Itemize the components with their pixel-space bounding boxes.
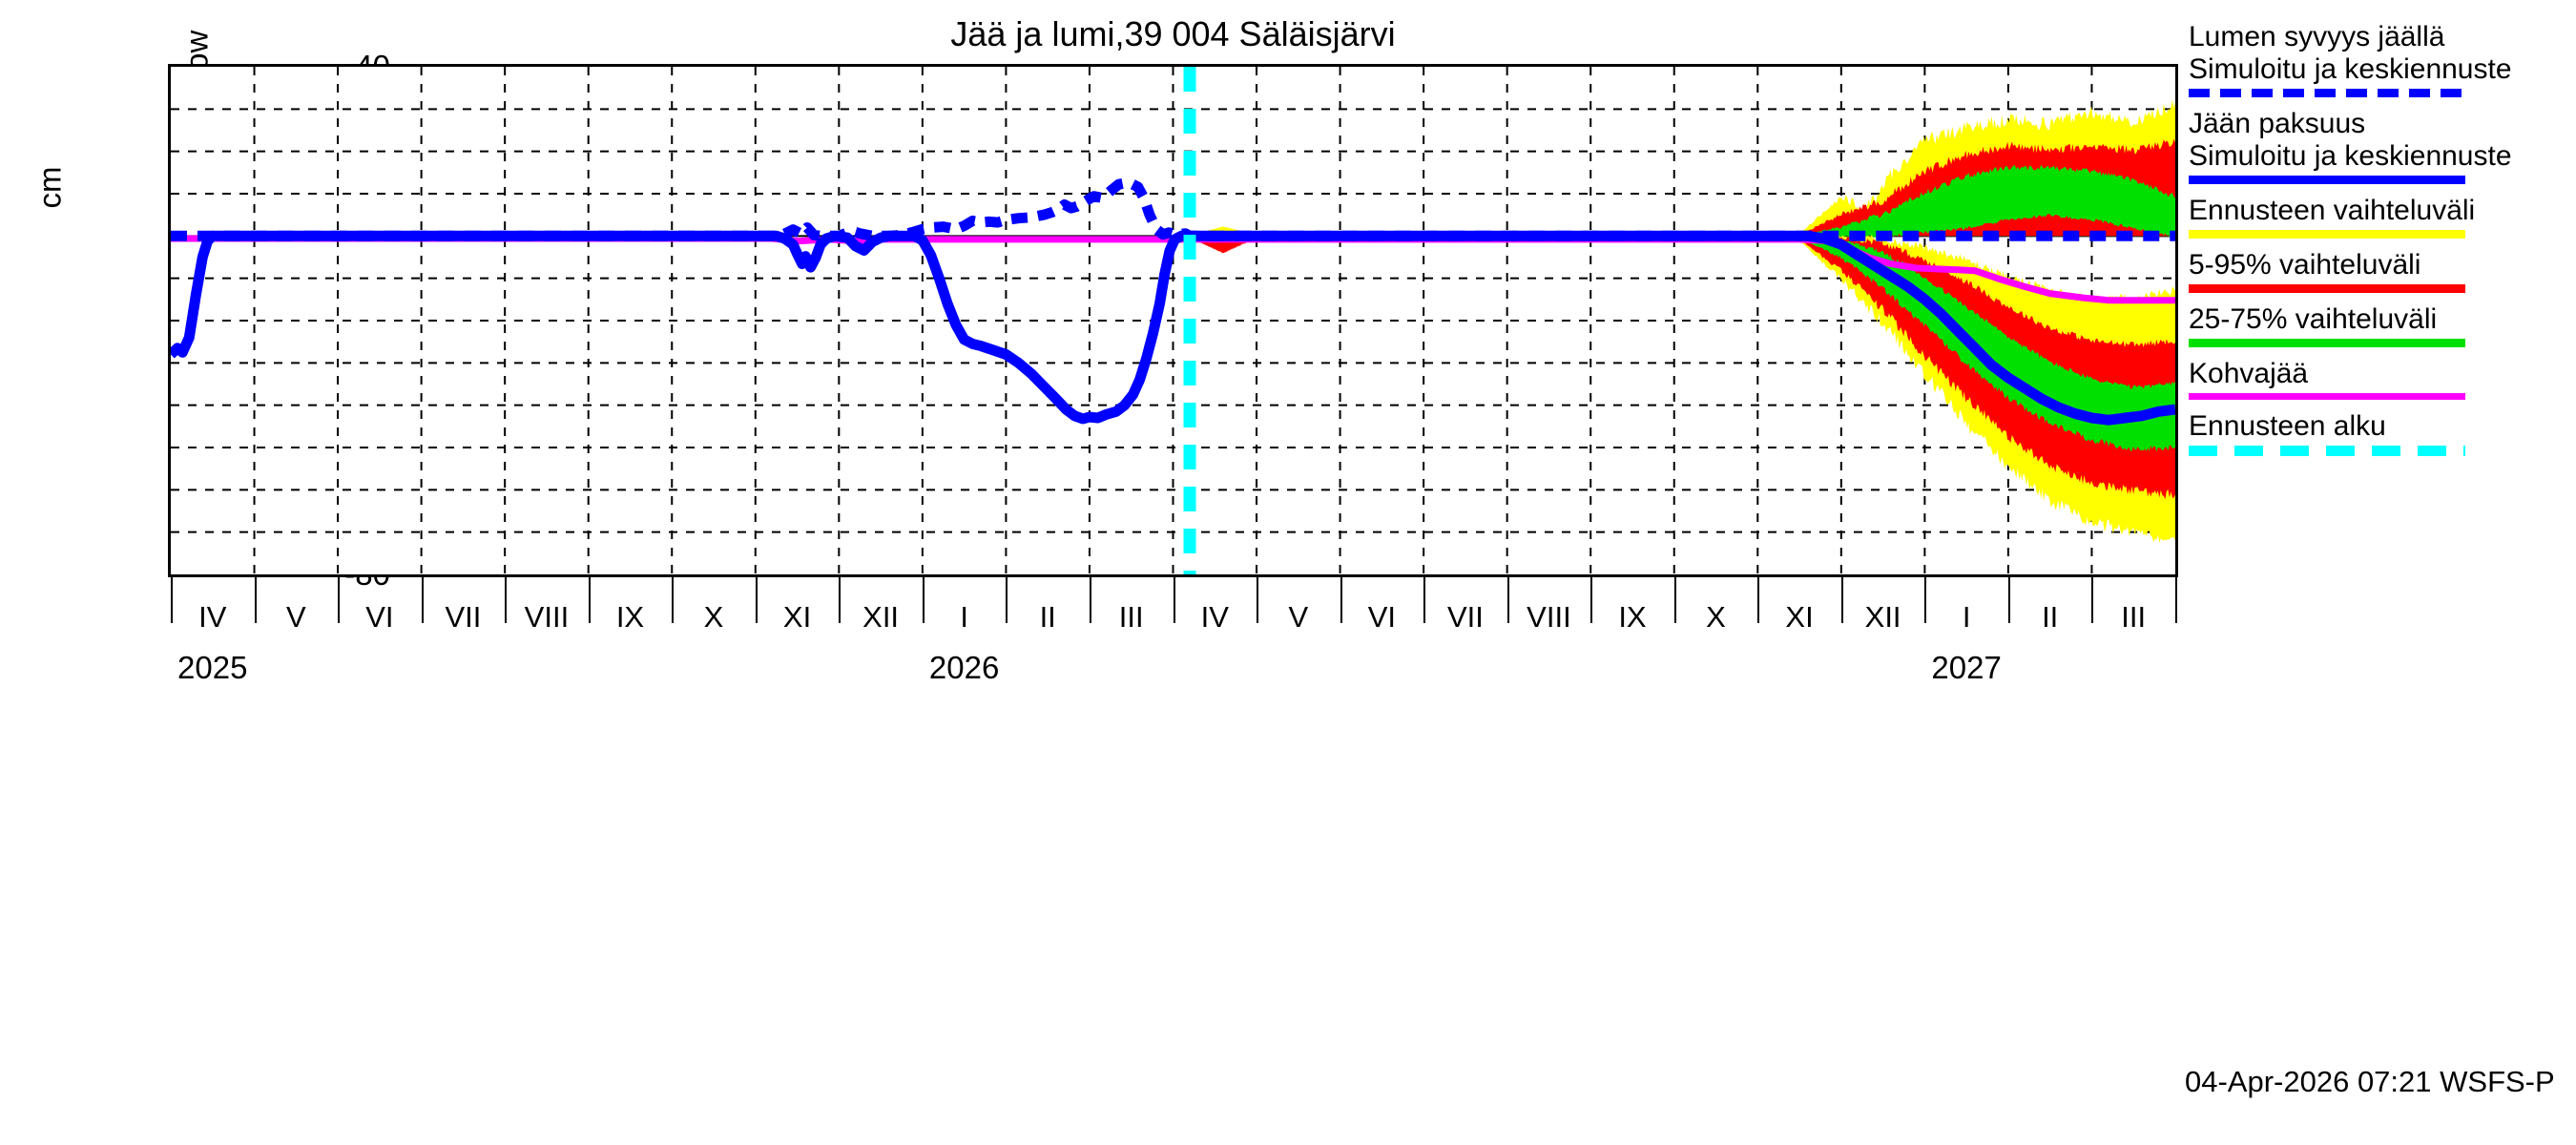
x-axis-month-VII-3: VII <box>445 600 482 634</box>
legend-label-primary: 5-95% vaihteluväli <box>2189 249 2421 281</box>
legend-item-4[interactable]: 25-75% vaihteluväli <box>2189 303 2570 347</box>
x-axis-separator <box>254 577 257 623</box>
x-axis-month-I-9: I <box>960 600 968 634</box>
legend-swatch-green <box>2189 339 2465 347</box>
x-axis-month-XII-8: XII <box>862 600 900 634</box>
x-axis-month-X-6: X <box>703 600 724 634</box>
x-axis-separator <box>1840 577 1843 623</box>
legend-item-6[interactable]: Ennusteen alku <box>2189 410 2570 456</box>
x-axis-year-2027: 2027 <box>1931 650 2002 685</box>
x-axis-month-IX-5: IX <box>615 600 645 634</box>
chart-canvas <box>171 67 2175 574</box>
x-axis-separator <box>171 577 173 623</box>
legend-label-primary: Lumen syvyys jäällä <box>2189 21 2445 52</box>
x-axis-month-XII-20: XII <box>1864 600 1901 634</box>
legend-label-primary: Ennusteen vaihteluväli <box>2189 195 2476 226</box>
x-axis-month-IX-17: IX <box>1618 600 1647 634</box>
x-axis-month-VIII-16: VIII <box>1527 600 1571 634</box>
x-axis-month-V-1: V <box>285 600 306 634</box>
x-axis-separator <box>1673 577 1676 623</box>
legend-item-2[interactable]: Ennusteen vaihteluväli <box>2189 195 2570 239</box>
page-title: Jää ja lumi,39 004 Säläisjärvi <box>950 14 1396 53</box>
legend-swatch-cyan-dashed <box>2189 446 2465 456</box>
series-ice-thickness-line <box>171 230 2175 426</box>
x-axis-year-2026: 2026 <box>928 650 1000 685</box>
x-axis-separator <box>1257 577 1259 623</box>
x-axis-month-I-21: I <box>1962 600 1971 634</box>
x-axis-year-2025: 2025 <box>177 650 248 685</box>
x-axis-month-V-13: V <box>1288 600 1309 634</box>
y-axis-unit-label: cm <box>31 166 68 209</box>
series-snow-depth-line <box>171 177 2175 241</box>
x-axis-separator <box>839 577 841 623</box>
legend-label-secondary: Simuloitu ja keskiennuste <box>2189 140 2512 172</box>
band-ice-25-75 <box>1799 237 2175 452</box>
legend-swatch-solid-blue <box>2189 176 2465 184</box>
legend-item-3[interactable]: 5-95% vaihteluväli <box>2189 249 2570 293</box>
x-axis-separator <box>1006 577 1008 623</box>
plot-clip <box>171 67 2175 574</box>
x-axis: IV V VI VII VIII IX X XI XII I II III IV V VI VII VIII IX… <box>168 577 2178 685</box>
x-axis-separator <box>1089 577 1091 623</box>
x-axis-month-II-10: II <box>1039 600 1056 634</box>
x-axis-separator <box>1423 577 1426 623</box>
legend-label-primary: 25-75% vaihteluväli <box>2189 303 2438 335</box>
x-axis-separator <box>338 577 341 623</box>
x-axis-month-VIII-4: VIII <box>524 600 570 634</box>
legend-label-primary: Kohvajää <box>2189 358 2309 389</box>
x-axis-month-IV-12: IV <box>1200 600 1229 634</box>
x-axis-month-VII-15: VII <box>1446 600 1484 634</box>
x-axis-separator <box>505 577 508 623</box>
x-axis-separator <box>588 577 591 623</box>
x-axis-month-VI-14: VI <box>1367 600 1396 634</box>
x-axis-separator <box>1173 577 1175 623</box>
x-axis-separator <box>2175 577 2177 623</box>
x-axis-separator <box>1757 577 1760 623</box>
legend-swatch-red <box>2189 284 2465 293</box>
x-axis-separator <box>755 577 758 623</box>
x-axis-separator <box>2091 577 2094 623</box>
x-axis-month-II-22: II <box>2042 600 2059 634</box>
x-axis-separator <box>1506 577 1509 623</box>
legend-label-secondary: Simuloitu ja keskiennuste <box>2189 53 2512 85</box>
x-axis-month-III-11: III <box>1118 600 1144 634</box>
legend-item-5[interactable]: Kohvajää <box>2189 358 2570 400</box>
x-axis-separator <box>922 577 924 623</box>
legend-item-0[interactable]: Lumen syvyys jäällä Simuloitu ja keskienn… <box>2189 21 2570 97</box>
x-axis-separator <box>2007 577 2010 623</box>
x-axis-month-X-18: X <box>1706 600 1726 634</box>
x-axis-separator <box>672 577 675 623</box>
legend-item-1[interactable]: Jään paksuus Simuloitu ja keskiennuste <box>2189 108 2570 184</box>
legend: Lumen syvyys jäällä Simuloitu ja keskienn… <box>2189 21 2570 467</box>
legend-label-primary: Jään paksuus <box>2189 108 2366 139</box>
x-axis-month-XI-7: XI <box>782 600 812 634</box>
legend-swatch-magenta <box>2189 393 2465 400</box>
x-axis-month-IV-0: IV <box>198 600 227 634</box>
footer-timestamp: 04-Apr-2026 07:21 WSFS-P <box>2185 1065 2555 1098</box>
legend-swatch-yellow <box>2189 230 2465 239</box>
x-axis-month-XI-19: XI <box>1785 600 1814 634</box>
x-axis-separator <box>1590 577 1593 623</box>
x-axis-separator <box>1340 577 1342 623</box>
x-axis-month-III-23: III <box>2121 600 2147 634</box>
x-axis-separator <box>1924 577 1927 623</box>
legend-swatch-dashed-blue <box>2189 89 2465 97</box>
legend-label-primary: Ennusteen alku <box>2189 410 2386 442</box>
x-axis-separator <box>421 577 424 623</box>
x-axis-month-VI-2: VI <box>365 600 394 634</box>
plot-area <box>168 64 2178 577</box>
band-snow-25-75 <box>1799 164 2175 239</box>
